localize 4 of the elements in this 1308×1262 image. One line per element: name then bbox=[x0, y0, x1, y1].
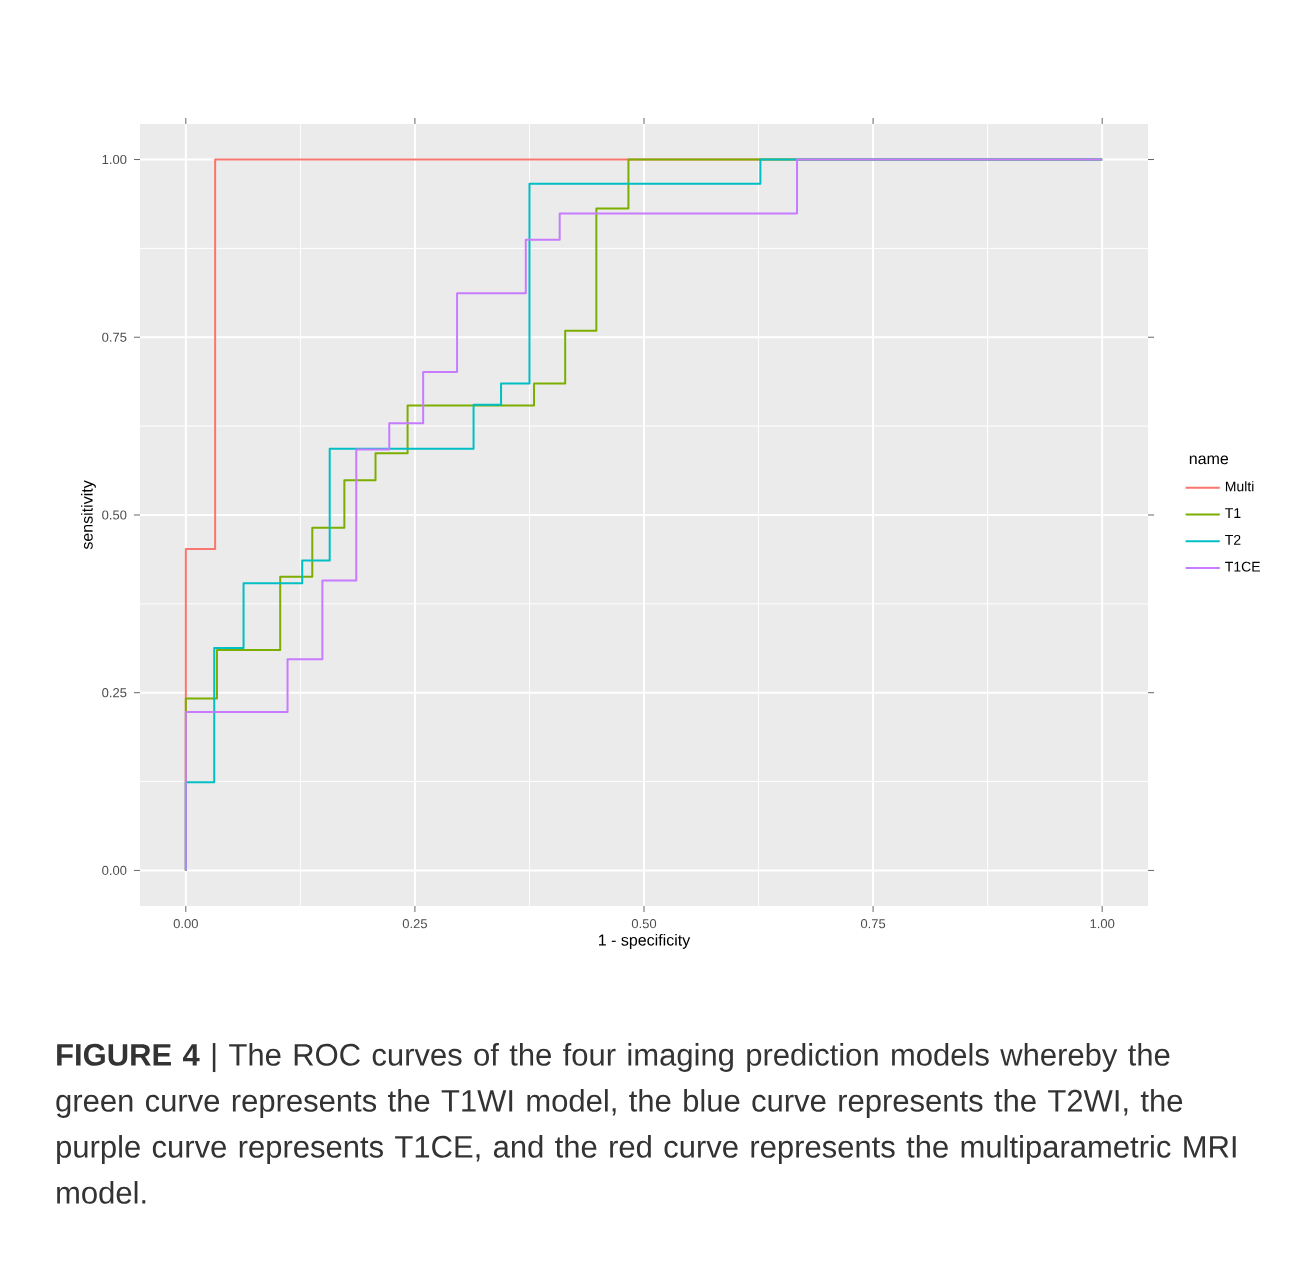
x-axis-title: 1 - specificity bbox=[598, 933, 691, 949]
y-axis-title: sensitivity bbox=[80, 480, 96, 550]
text: FIGURE 4 | The ROC curves of the four imaging prediction models whereby the green curve represents the T1WI model, the blue curve represents the T2WI, the purple curve represents T1CE, and the red curve represents the multiparametric MRI model. bbox=[56, 1043, 1236, 1204]
legend-title: name bbox=[1189, 455, 1229, 465]
